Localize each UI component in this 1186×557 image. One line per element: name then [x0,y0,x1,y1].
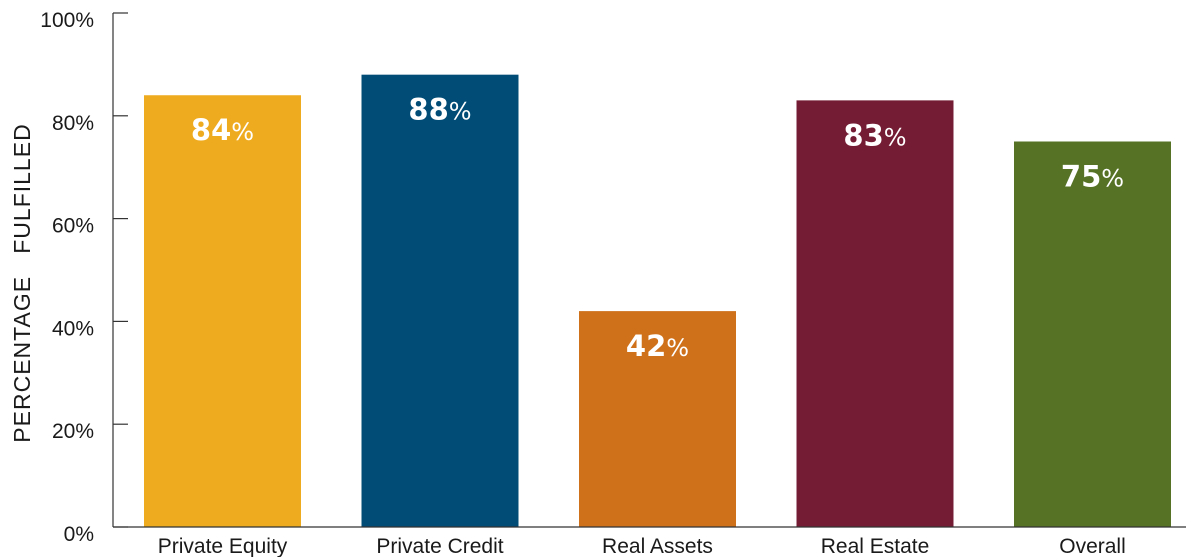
bar-value-label: 42% [626,329,689,363]
bar-value-suffix: % [231,118,254,146]
bars [144,74,1171,528]
y-axis-ticks: 0% 20% 40% 60% 80% 100% [40,9,128,546]
bar-value-suffix: % [884,123,907,151]
x-category-label: Real Assets [602,535,713,557]
bar [1014,141,1171,527]
bar-value-number: 75 [1061,160,1101,194]
y-tick-label: 20% [52,420,94,443]
axes [112,13,1186,528]
bar-value-label: 84% [191,113,254,147]
y-tick-label: 60% [52,215,94,238]
bar-value-number: 88 [408,93,448,127]
y-tick-label: 40% [52,317,94,340]
bar-value-suffix: % [1101,165,1124,193]
y-tick-label: 100% [40,9,94,32]
x-category-label: Private Credit [376,535,503,557]
bar-value-label: 88% [408,93,471,127]
bar-value-suffix: % [666,334,689,362]
x-category-label: Real Estate [821,535,930,557]
y-tick-label: 80% [52,112,94,135]
bar [144,95,301,528]
x-category-label: Overall [1059,535,1126,557]
bar-value-number: 83 [843,118,883,152]
bar-value-suffix: % [449,98,472,126]
y-axis-label: PERCENTAGE FULFILLED [9,123,35,442]
bar [361,74,519,528]
bar-value-label: 75% [1061,160,1124,194]
bar-value-number: 42 [626,329,666,363]
labels: 84% Private Equity 88% Private Credit 42% Rea… [158,93,1126,557]
y-tick-label: 0% [64,523,94,546]
bar-value-number: 84 [191,113,231,147]
bar [579,311,736,527]
bar-value-label: 83% [843,118,906,152]
x-category-label: Private Equity [158,535,288,557]
bar [796,100,954,527]
